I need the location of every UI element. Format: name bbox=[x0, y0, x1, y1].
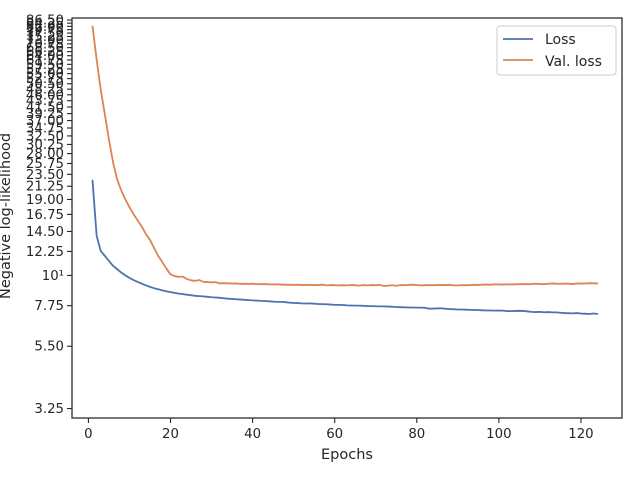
y-tick-label: 25.75 bbox=[26, 157, 64, 172]
y-tick-label: 84.25 bbox=[26, 17, 64, 32]
y-tick-label: 46.00 bbox=[26, 88, 64, 103]
plot-background bbox=[72, 18, 622, 418]
x-axis-label: Epochs bbox=[321, 447, 373, 463]
y-tick-label: 48.25 bbox=[26, 83, 64, 98]
y-tick-label: 55.00 bbox=[26, 67, 64, 82]
y-tick-label: 82.00 bbox=[26, 20, 64, 35]
series-line-val-loss bbox=[91, 25, 599, 287]
y-tick-label: 57.25 bbox=[26, 62, 64, 77]
y-axis-ticks: 3.25 5.50 7.75 10¹ 12.25 14.50 16.7519.0021.25… bbox=[26, 14, 72, 417]
y-tick-label: 73.00 bbox=[26, 34, 64, 49]
y-tick-label: 79.75 bbox=[26, 23, 64, 38]
y-tick-label: 43.75 bbox=[26, 94, 64, 109]
y-tick-label: 21.25 bbox=[26, 180, 64, 195]
legend: Loss Val. loss bbox=[496, 25, 617, 76]
y-tick-label: 34.75 bbox=[26, 122, 64, 137]
y-tick-label: 59.50 bbox=[26, 58, 64, 73]
y-tick-label: 28.00 bbox=[26, 147, 64, 162]
y-tick-label: 77.50 bbox=[26, 27, 64, 42]
y-tick-label: 16.75 bbox=[26, 208, 64, 223]
series-line-loss bbox=[91, 179, 599, 315]
y-tick-label: 3.25 bbox=[34, 402, 64, 417]
y-tick-label: 86.50 bbox=[26, 14, 64, 29]
x-axis-ticks: 0 20 40 60 80 100 120 bbox=[84, 418, 594, 442]
y-tick-label: 10¹ bbox=[42, 269, 64, 284]
y-tick-label: 70.75 bbox=[26, 37, 64, 52]
y-tick-label: 37.00 bbox=[26, 114, 64, 129]
y-axis-label: Negative log-likelihood bbox=[0, 133, 14, 299]
x-tick-label: 80 bbox=[408, 427, 425, 442]
y-tick-label: 19.00 bbox=[26, 193, 64, 208]
y-tick-label: 39.25 bbox=[26, 107, 64, 122]
plot-frame bbox=[71, 17, 623, 419]
y-tick-label: 12.25 bbox=[26, 245, 64, 260]
y-tick-label: 5.50 bbox=[34, 340, 64, 355]
x-tick-label: 40 bbox=[244, 427, 261, 442]
y-tick-label: 66.25 bbox=[26, 45, 64, 60]
legend-label-loss: Loss bbox=[545, 32, 576, 48]
y-tick-label: 68.50 bbox=[26, 41, 64, 56]
x-tick-label: 120 bbox=[568, 427, 593, 442]
y-tick-label: 50.50 bbox=[26, 77, 64, 92]
y-tick-label: 7.75 bbox=[34, 299, 64, 314]
y-tick-label: 32.50 bbox=[26, 129, 64, 144]
y-tick-label: 61.75 bbox=[26, 53, 64, 68]
y-tick-label: 64.00 bbox=[26, 49, 64, 64]
x-tick-label: 0 bbox=[84, 427, 92, 442]
y-tick-label: 41.50 bbox=[26, 100, 64, 115]
y-tick-label: 52.75 bbox=[26, 72, 64, 87]
legend-label-val-loss: Val. loss bbox=[545, 54, 602, 70]
y-tick-label: 23.50 bbox=[26, 168, 64, 183]
x-tick-label: 60 bbox=[326, 427, 343, 442]
x-tick-label: 20 bbox=[162, 427, 179, 442]
y-tick-label: 75.25 bbox=[26, 30, 64, 45]
series-layer bbox=[91, 25, 599, 315]
x-tick-label: 100 bbox=[486, 427, 511, 442]
y-tick-label: 30.25 bbox=[26, 138, 64, 153]
y-tick-label: 14.50 bbox=[26, 225, 64, 240]
